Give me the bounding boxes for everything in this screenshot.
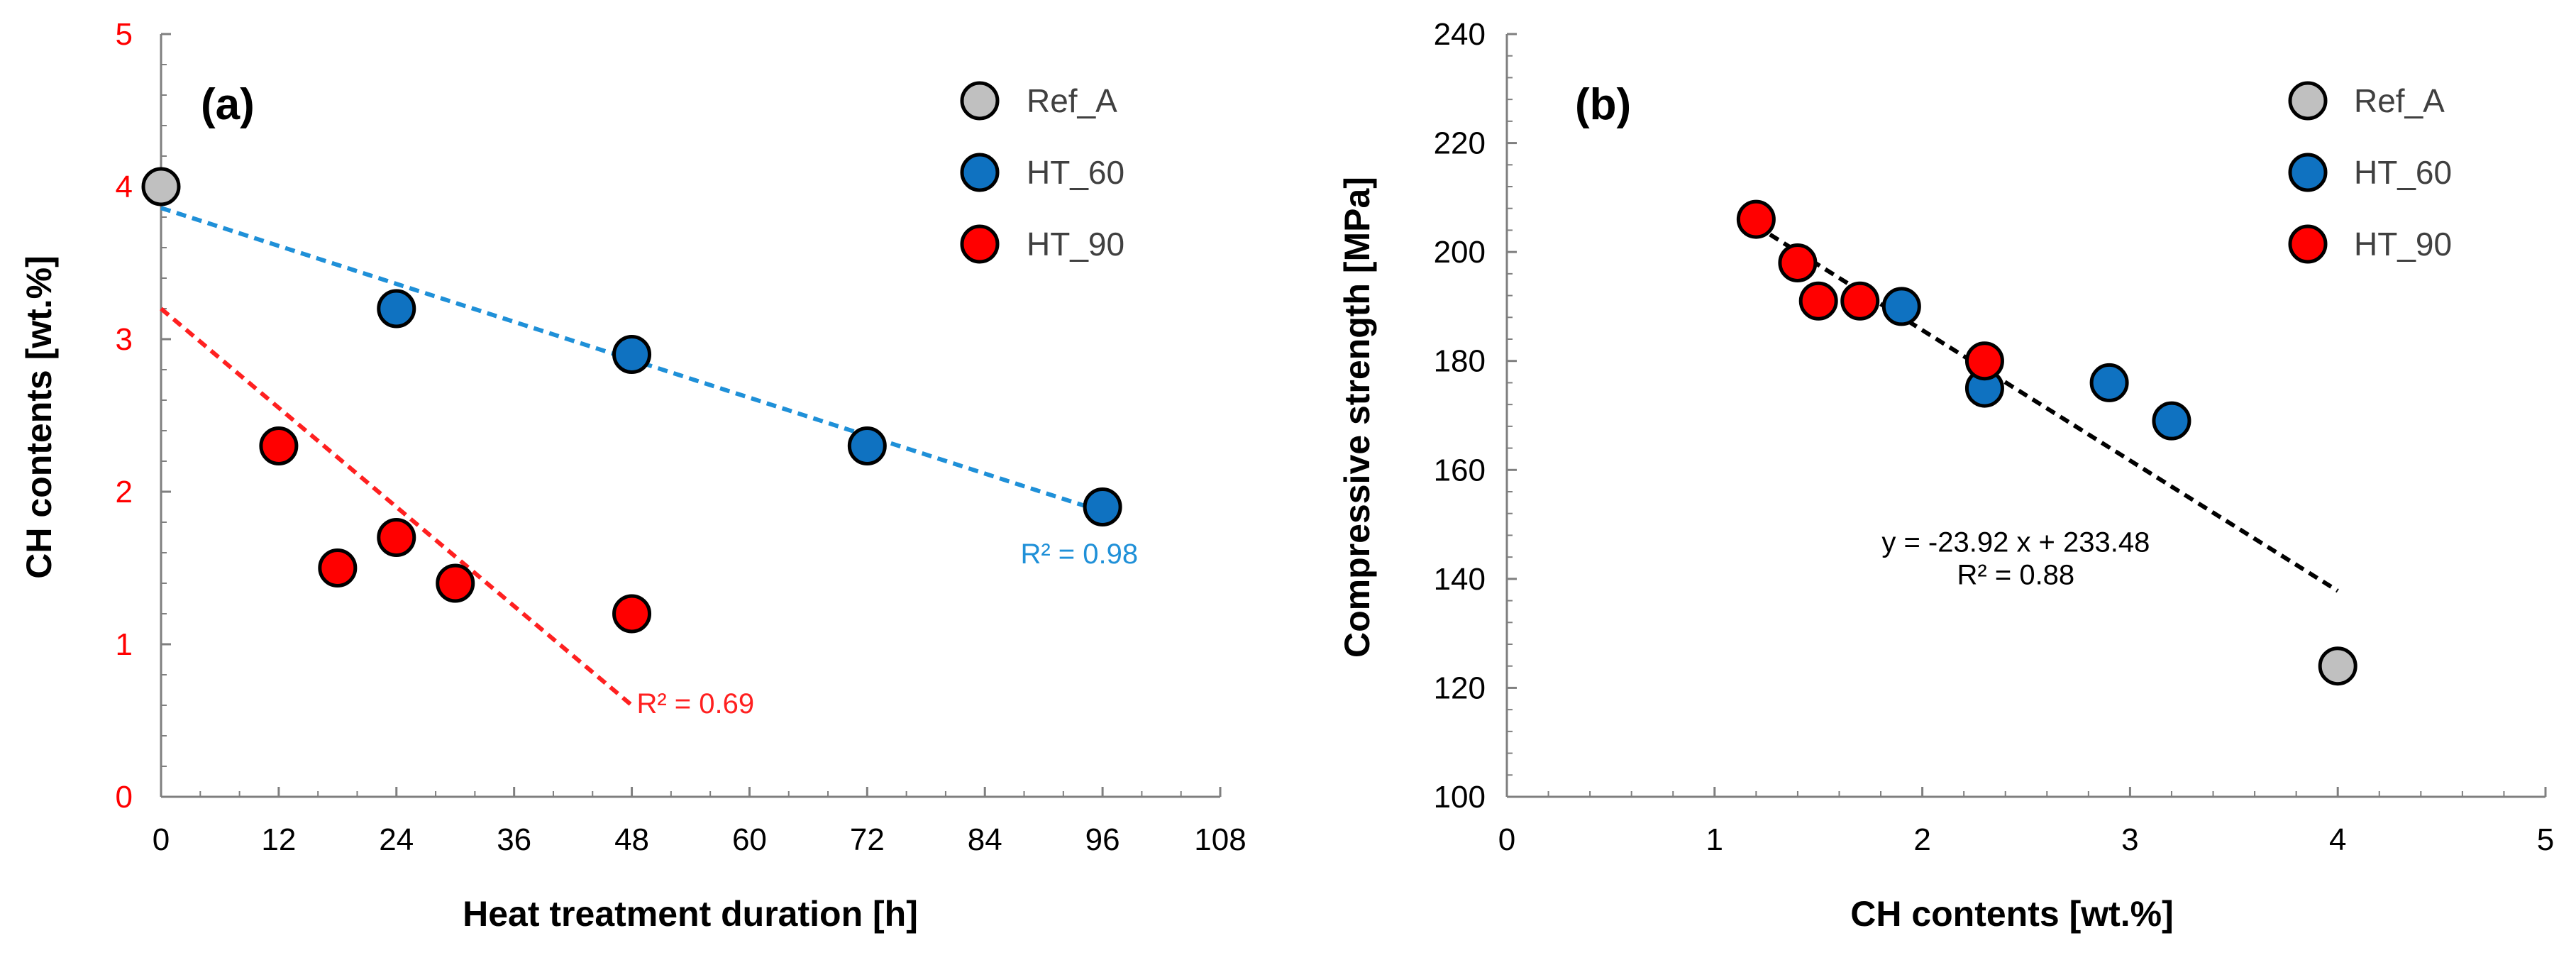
y-tick-label: 3 xyxy=(116,322,133,357)
x-tick-label: 5 xyxy=(2537,822,2554,857)
r-squared-label: R² = 0.98 xyxy=(1020,539,1138,570)
x-tick-label: 0 xyxy=(153,822,170,857)
y-tick-label: 5 xyxy=(116,17,133,52)
data-point-ref-a xyxy=(2318,646,2357,686)
x-tick-label: 36 xyxy=(497,822,531,857)
x-axis-title: CH contents [wt.%] xyxy=(1850,894,2174,934)
data-point-ht-60 xyxy=(612,335,652,374)
y-tick-label: 180 xyxy=(1434,344,1486,379)
legend-marker-ht-60 xyxy=(2288,153,2328,192)
legend-label: HT_60 xyxy=(2354,154,2452,191)
legend-marker-ref-a xyxy=(960,81,1000,121)
x-tick-label: 72 xyxy=(850,822,885,857)
panel-label: (b) xyxy=(1575,80,1631,129)
y-tick-label: 100 xyxy=(1434,780,1486,815)
y-tick-label: 0 xyxy=(116,780,133,815)
data-point-ht-60 xyxy=(2089,363,2129,402)
data-point-ht-90 xyxy=(1964,341,2004,381)
x-axis-title: Heat treatment duration [h] xyxy=(463,894,918,934)
y-tick-label: 4 xyxy=(116,170,133,204)
legend-label: Ref_A xyxy=(2354,82,2445,119)
legend-label: Ref_A xyxy=(1027,82,1117,119)
legend-label: HT_90 xyxy=(1027,226,1124,263)
data-point-ht-90 xyxy=(1798,281,1838,321)
x-tick-label: 4 xyxy=(2329,822,2346,857)
data-point-ht-60 xyxy=(1881,287,1921,326)
y-axis-title: Compressive strength [MPa] xyxy=(1337,177,1377,658)
data-point-ref-a xyxy=(141,167,181,206)
x-tick-label: 12 xyxy=(261,822,296,857)
y-tick-label: 240 xyxy=(1434,17,1486,52)
panel-b: 100 120 140 160 180 200 220 240 0 1 2 3 4 5 CH content… xyxy=(1337,17,2554,934)
r-squared-label: R² = 0.88 xyxy=(1957,560,2075,591)
legend-marker-ht-60 xyxy=(960,153,1000,192)
data-point-ht-90 xyxy=(377,518,416,557)
y-tick-label: 1 xyxy=(116,627,133,662)
data-point-ht-90 xyxy=(1736,199,1776,239)
x-tick-label: 96 xyxy=(1085,822,1120,857)
x-tick-label: 48 xyxy=(614,822,649,857)
x-tick-label: 108 xyxy=(1194,822,1246,857)
y-tick-label: 160 xyxy=(1434,453,1486,487)
y-axis-title: CH contents [wt.%] xyxy=(19,255,59,579)
data-point-ht-90 xyxy=(612,594,652,634)
r-squared-label: R² = 0.69 xyxy=(636,688,754,719)
x-tick-label: 3 xyxy=(2121,822,2138,857)
y-tick-label: 2 xyxy=(116,475,133,509)
y-tick-label: 140 xyxy=(1434,562,1486,597)
y-tick-label: 220 xyxy=(1434,126,1486,161)
data-point-ht-90 xyxy=(1840,281,1880,321)
legend-marker-ref-a xyxy=(2288,81,2328,121)
x-tick-label: 24 xyxy=(379,822,414,857)
legend-label: HT_60 xyxy=(1027,154,1124,191)
y-tick-label: 120 xyxy=(1434,671,1486,705)
data-point-ht-90 xyxy=(436,563,475,603)
data-point-ht-60 xyxy=(847,426,887,465)
y-tick-label: 200 xyxy=(1434,235,1486,270)
data-point-ht-60 xyxy=(377,289,416,329)
legend-label: HT_90 xyxy=(2354,226,2452,263)
x-tick-label: 2 xyxy=(1913,822,1930,857)
data-point-ht-60 xyxy=(1083,487,1122,526)
x-tick-label: 0 xyxy=(1498,822,1515,857)
data-point-ht-90 xyxy=(1778,243,1818,282)
trendline-ht-90 xyxy=(160,307,634,707)
legend-marker-ht-90 xyxy=(960,224,1000,264)
data-point-ht-90 xyxy=(259,426,299,465)
panel-label: (a) xyxy=(201,80,255,129)
legend-marker-ht-90 xyxy=(2288,224,2328,264)
data-point-ht-60 xyxy=(2152,401,2191,441)
data-point-ht-90 xyxy=(318,548,358,587)
x-tick-label: 1 xyxy=(1706,822,1723,857)
x-tick-label: 84 xyxy=(968,822,1002,857)
x-tick-label: 60 xyxy=(732,822,767,857)
regression-equation-label: y = -23.92 x + 233.48 xyxy=(1881,526,2150,558)
